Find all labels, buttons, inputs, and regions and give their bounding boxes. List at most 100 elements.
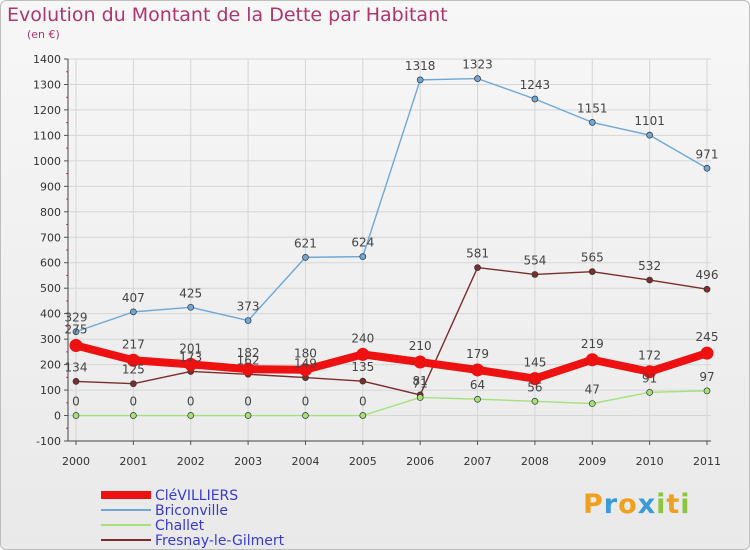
data-label: 624 (351, 236, 374, 250)
data-point (302, 254, 309, 261)
data-point (528, 372, 542, 386)
series-line (75, 77, 708, 333)
x-tick-label: 2010 (636, 455, 664, 468)
data-label: 621 (294, 236, 317, 250)
data-point (646, 389, 653, 396)
y-tick-label: 700 (40, 231, 61, 244)
data-point (588, 119, 596, 126)
y-tick-label: 600 (40, 257, 61, 270)
data-point (474, 75, 481, 82)
chart-title: Evolution du Montant de la Dette par Hab… (7, 4, 448, 26)
data-label: 180 (294, 347, 317, 361)
data-point (646, 276, 653, 284)
y-tick-label: 100 (40, 384, 61, 397)
y-tick-label: 1400 (33, 53, 61, 66)
x-tick-label: 2000 (62, 455, 90, 468)
data-label: 0 (302, 395, 310, 409)
data-label: 210 (409, 339, 432, 353)
data-point (413, 355, 427, 369)
data-label: 0 (359, 395, 367, 409)
data-label: 217 (122, 337, 145, 351)
y-tick-label: 1100 (33, 129, 61, 142)
y-tick-label: 1200 (33, 104, 61, 117)
y-tick-label: 1300 (33, 78, 61, 91)
y-tick-label: 500 (40, 282, 61, 295)
data-point (244, 317, 252, 324)
x-tick-label: 2004 (291, 455, 319, 468)
legend-label: CléVILLIERS (155, 488, 238, 504)
data-point (643, 365, 657, 379)
x-tick-label: 2002 (177, 455, 205, 468)
y-tick-label: -100 (36, 435, 61, 448)
data-label: 565 (581, 251, 604, 265)
data-point (359, 412, 367, 419)
y-tick-label: 300 (40, 333, 61, 346)
data-label: 149 (294, 357, 317, 371)
data-point (703, 164, 711, 172)
data-point (531, 271, 539, 278)
series-line (72, 341, 711, 383)
data-label: 173 (179, 350, 202, 364)
series-line (75, 390, 708, 417)
data-label: 425 (179, 286, 202, 300)
data-point (184, 357, 198, 371)
data-point (187, 412, 195, 419)
data-label: 81 (413, 374, 428, 388)
y-tick-label: 400 (40, 308, 61, 321)
data-label: 145 (523, 356, 546, 370)
y-tick-label: 200 (40, 359, 61, 372)
data-label: 1323 (462, 58, 493, 72)
x-tick-label: 2001 (119, 455, 147, 468)
data-label: 47 (585, 383, 600, 397)
data-point (72, 412, 80, 419)
data-label: 245 (696, 330, 719, 344)
data-label: 135 (351, 360, 374, 374)
y-tick-label: 0 (54, 410, 61, 423)
data-point (130, 380, 137, 388)
data-label: 373 (237, 300, 260, 314)
data-point (531, 95, 539, 103)
data-label: 0 (244, 395, 252, 409)
data-label: 532 (638, 259, 661, 273)
data-point (703, 285, 711, 293)
data-point (359, 377, 367, 385)
data-label: 162 (237, 353, 260, 367)
x-tick-label: 2008 (521, 455, 549, 468)
legend-label: Briconville (155, 503, 228, 519)
data-point (359, 253, 367, 260)
data-label: 64 (470, 378, 485, 392)
data-point (471, 363, 485, 377)
data-label: 240 (351, 331, 374, 345)
data-label: 56 (527, 380, 542, 394)
x-tick-label: 2007 (464, 455, 492, 468)
data-point (72, 378, 80, 385)
data-point (646, 131, 653, 139)
data-label: 1243 (520, 78, 551, 92)
data-label: 0 (72, 395, 80, 409)
data-label: 134 (65, 360, 88, 374)
data-label: 0 (130, 395, 138, 409)
legend-label: Fresnay-le-Gilmert (155, 533, 285, 549)
data-point (126, 353, 140, 367)
data-label: 275 (65, 323, 88, 337)
legend-label: Challet (155, 518, 205, 534)
data-label: 125 (122, 363, 145, 377)
data-label: 71 (413, 376, 428, 390)
y-tick-label: 800 (40, 206, 61, 219)
data-point (241, 362, 255, 376)
data-point (302, 412, 309, 419)
data-point (298, 363, 312, 377)
x-tick-label: 2011 (693, 455, 721, 468)
data-label: 182 (237, 346, 260, 360)
data-label: 0 (187, 395, 195, 409)
data-label: 179 (466, 347, 489, 361)
data-label: 201 (179, 341, 202, 355)
data-point (416, 394, 424, 401)
data-point (588, 268, 596, 275)
series-line (75, 266, 708, 396)
data-point (356, 347, 370, 361)
data-label: 554 (523, 253, 546, 267)
data-label: 91 (642, 371, 657, 385)
